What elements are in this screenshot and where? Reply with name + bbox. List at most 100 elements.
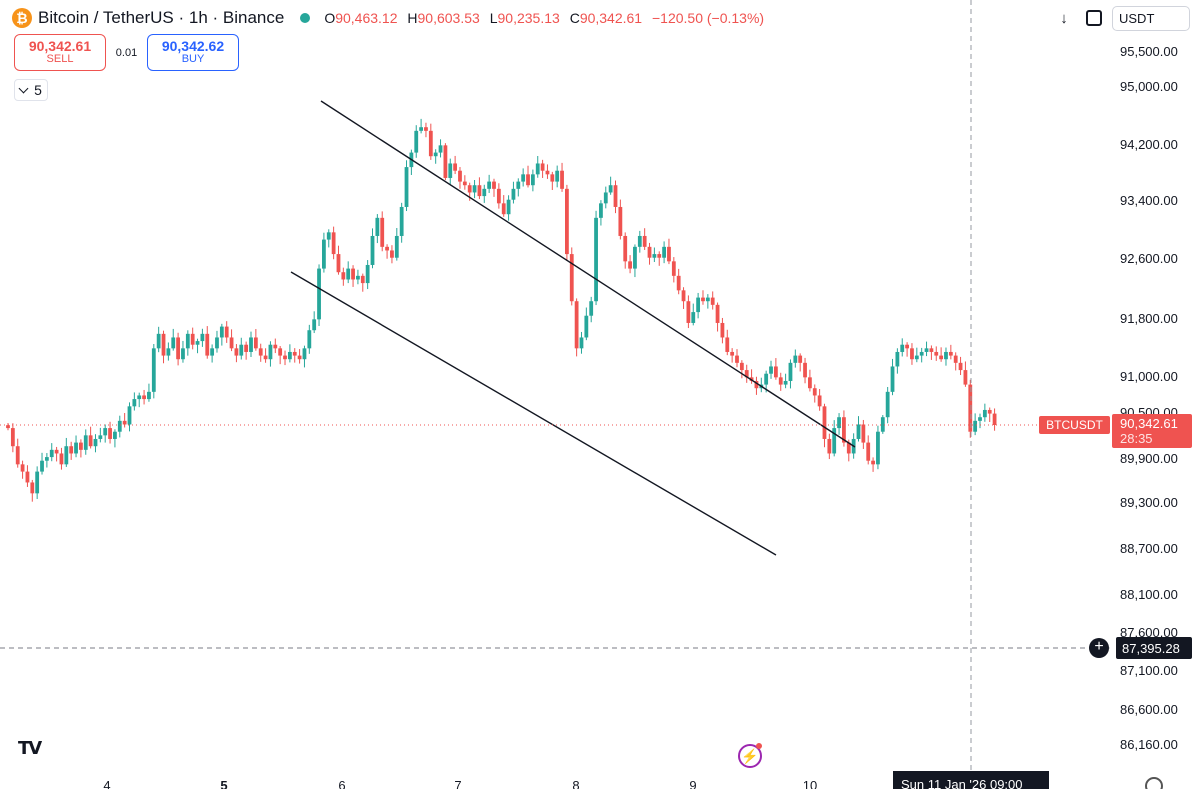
buy-button[interactable]: 90,342.62 BUY — [147, 34, 239, 71]
bitcoin-icon: ₿ — [12, 8, 32, 28]
candle — [861, 419, 866, 449]
time-tick-label: 7 — [454, 778, 461, 789]
candle — [953, 352, 958, 371]
candle — [356, 269, 360, 285]
candle — [487, 174, 492, 193]
candle — [88, 426, 93, 449]
candle — [652, 247, 657, 262]
trade-panel: 90,342.61 SELL 0.01 90,342.62 BUY — [14, 34, 239, 71]
candle — [59, 447, 64, 470]
candle — [273, 338, 278, 354]
candle — [803, 357, 807, 384]
candle — [176, 332, 180, 366]
candle — [239, 337, 244, 360]
candle — [404, 160, 409, 212]
candle — [317, 264, 321, 327]
candle — [278, 346, 283, 365]
currency-select[interactable]: USDT — [1112, 6, 1190, 31]
candle — [565, 184, 569, 261]
candlestick-series — [6, 118, 997, 502]
candle — [292, 348, 297, 363]
candle — [419, 118, 423, 134]
candle — [25, 465, 30, 487]
candle — [647, 242, 652, 265]
candle — [521, 168, 526, 187]
symbol-title[interactable]: Bitcoin / TetherUS · 1h · Binance — [38, 8, 285, 27]
candle — [788, 359, 793, 389]
candle — [443, 143, 448, 181]
candle — [137, 392, 142, 408]
arrow-down-icon[interactable]: ↓ — [1052, 6, 1076, 30]
candle — [671, 257, 676, 283]
candle — [205, 326, 210, 359]
candle — [973, 413, 978, 436]
candle — [30, 479, 35, 502]
candle — [992, 408, 997, 431]
candle — [919, 347, 924, 363]
candle — [929, 345, 934, 360]
candle — [166, 342, 171, 361]
candle — [808, 369, 812, 392]
price-tick-label: 91,800.00 — [1120, 311, 1178, 326]
notification-dot — [756, 743, 762, 749]
indicators-toggle-button[interactable]: 5 — [14, 79, 48, 101]
candle — [608, 176, 613, 195]
candle — [594, 210, 598, 306]
candle — [370, 228, 375, 269]
bar-countdown: 28:35 — [1120, 431, 1153, 446]
channel-lower-line[interactable] — [290, 271, 777, 556]
candle — [79, 439, 83, 458]
price-tick-label: 89,300.00 — [1120, 495, 1178, 510]
candle — [103, 424, 108, 443]
add-alert-plus-icon[interactable]: + — [1089, 638, 1109, 658]
time-tick-label: 5 — [220, 778, 227, 789]
price-tick-label: 91,000.00 — [1120, 369, 1178, 384]
time-scale: 4 5 6 7 8 9 10 — [103, 778, 817, 789]
candle — [453, 155, 458, 175]
candle — [978, 413, 982, 429]
candle — [506, 195, 511, 221]
candle — [827, 433, 832, 460]
candle — [676, 268, 681, 295]
candle — [642, 228, 647, 250]
indicator-count: 5 — [34, 82, 42, 98]
chart-header: ₿ Bitcoin / TetherUS · 1h · Binance O90,… — [12, 6, 764, 30]
candle — [482, 184, 487, 203]
candle — [49, 443, 54, 462]
lightning-icon[interactable]: ⚡ — [738, 744, 762, 768]
tradingview-logo[interactable]: TV — [18, 738, 42, 759]
candle — [6, 423, 10, 431]
channel-upper-line[interactable] — [320, 100, 856, 448]
candle — [934, 346, 939, 361]
candle — [730, 348, 735, 363]
candle — [720, 317, 725, 344]
price-tick-label: 95,500.00 — [1120, 44, 1178, 59]
candle — [885, 386, 890, 424]
candle — [725, 329, 730, 356]
candle — [958, 356, 963, 376]
candle — [667, 238, 671, 265]
candle — [914, 347, 919, 363]
candle — [132, 392, 137, 411]
sell-button[interactable]: 90,342.61 SELL — [14, 34, 106, 71]
candle — [832, 420, 837, 457]
candle — [633, 244, 637, 278]
candle — [428, 123, 433, 160]
candle — [93, 434, 98, 453]
candle — [710, 291, 715, 310]
symbol-price-tag: BTCUSDT — [1039, 416, 1110, 434]
screenshot-icon[interactable] — [1082, 6, 1106, 30]
candle — [516, 178, 521, 197]
candle — [686, 295, 691, 329]
gear-icon[interactable] — [1145, 777, 1163, 789]
price-tick-label: 94,200.00 — [1120, 137, 1178, 152]
candle — [409, 149, 414, 175]
candle — [890, 358, 895, 396]
crosshair-date-tag: Sun 11 Jan '26 09:00 — [893, 771, 1049, 789]
current-price-tag: 90,342.61 28:35 — [1112, 414, 1192, 448]
candle — [181, 340, 185, 363]
price-change: −120.50 (−0.13%) — [652, 10, 765, 26]
candle — [472, 179, 477, 199]
price-tick-label: 87,100.00 — [1120, 663, 1178, 678]
